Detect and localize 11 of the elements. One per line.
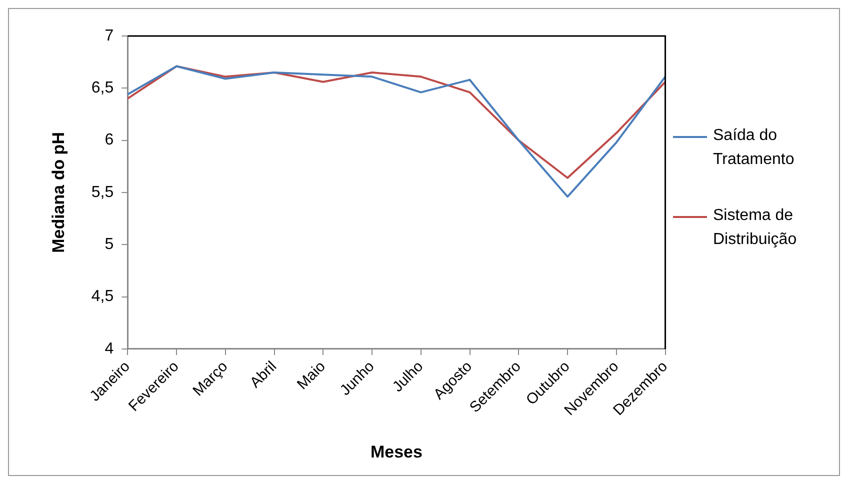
- legend-label: Saída do Tratamento: [713, 126, 796, 170]
- y-tick-label: 4,5: [91, 288, 114, 306]
- y-tick-label: 4: [104, 340, 114, 358]
- y-axis-title: Mediana do pH: [48, 132, 68, 253]
- y-tick-label: 5,5: [91, 184, 114, 201]
- y-tick-label: 6,5: [91, 80, 114, 97]
- y-tick-label: 5: [104, 236, 114, 254]
- y-tick-label: 7: [104, 27, 114, 44]
- y-tick-label: 6: [104, 132, 114, 149]
- legend-label: Sistema de Distribuição: [713, 206, 798, 250]
- x-axis-title: Meses: [370, 442, 422, 462]
